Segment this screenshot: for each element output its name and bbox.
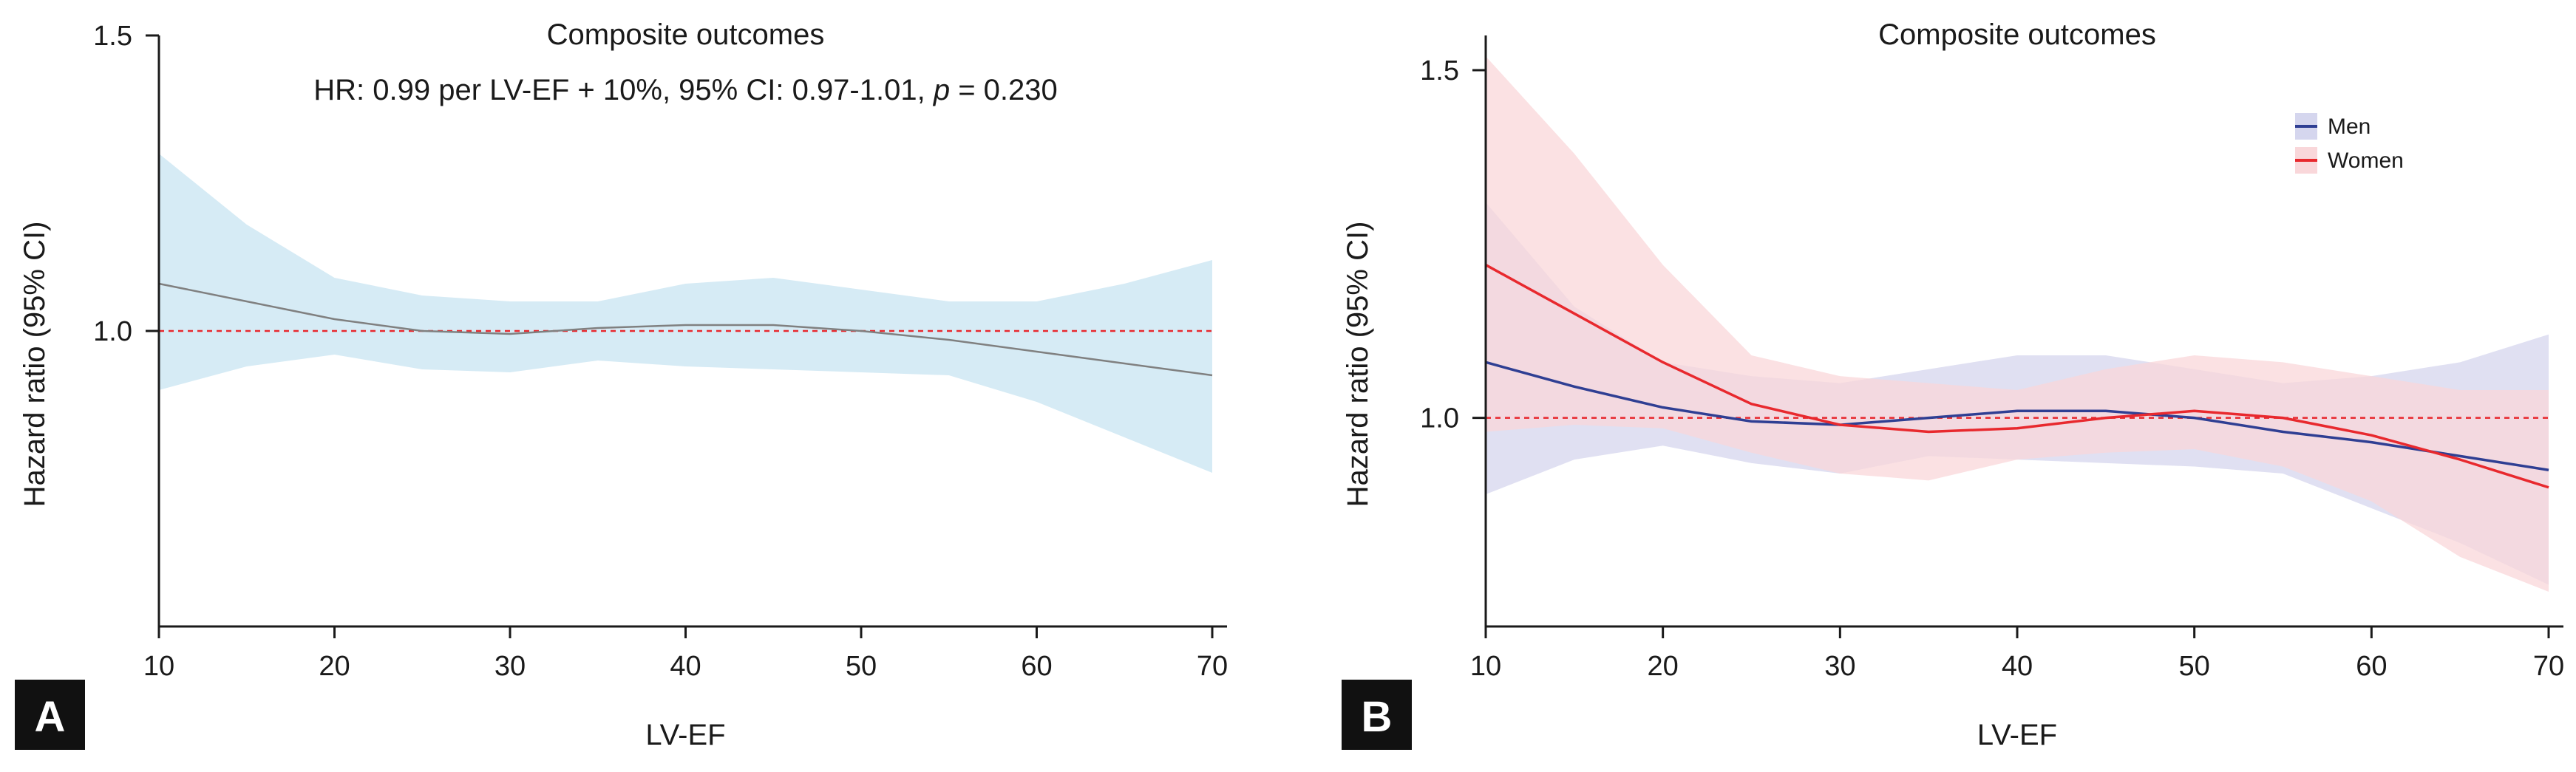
p-symbol: p	[933, 74, 950, 106]
x-tick-label: 30	[1824, 651, 1855, 682]
panel-letter: A	[35, 693, 66, 741]
x-tick-label: 30	[495, 651, 526, 682]
x-tick-label: 10	[143, 651, 174, 682]
x-axis-title: LV-EF	[1977, 719, 2057, 751]
y-tick-label: 1.5	[93, 21, 132, 52]
y-axis-title: Hazard ratio (95% CI)	[18, 222, 51, 508]
x-tick-label: 60	[2356, 651, 2387, 682]
x-tick-label: 10	[1470, 651, 1501, 682]
series-line-men	[1485, 361, 2549, 471]
x-tick-label: 60	[1021, 651, 1052, 682]
x-tick-label: 20	[1648, 651, 1679, 682]
x-tick-label: 20	[319, 651, 350, 682]
panel-b: 10 20 30 40 50 60 70 1.0 1.5 LV-EF Hazard ratio (9…	[1342, 18, 2564, 751]
y-tick-label: 1.5	[1420, 55, 1459, 86]
ci-band-women	[1486, 56, 2549, 592]
legend: Men Women	[2295, 113, 2404, 174]
y-tick-label: 1.0	[1420, 403, 1459, 434]
panel-letter: B	[1362, 693, 1393, 741]
y-tick-label: 1.0	[93, 316, 132, 347]
x-tick-label: 40	[670, 651, 701, 682]
panel-a: 10 20 30 40 50 60 70 1.0 1.5 LV-EF Hazard ratio (9…	[15, 18, 1228, 751]
legend-label-women: Women	[2328, 148, 2404, 173]
chart-title: Composite outcomes	[547, 18, 825, 51]
hr-annotation-text: HR: 0.99 per LV-EF + 10%, 95% CI: 0.97-1…	[313, 74, 934, 106]
chart-title: Composite outcomes	[1878, 18, 2156, 51]
y-axis-title: Hazard ratio (95% CI)	[1342, 222, 1374, 508]
x-tick-label: 70	[2533, 651, 2564, 682]
x-tick-label: 50	[846, 651, 877, 682]
panel-badge	[1342, 680, 1412, 750]
hr-annotation: HR: 0.99 per LV-EF + 10%, 95% CI: 0.97-1…	[313, 74, 1058, 106]
ci-band-overall	[159, 154, 1212, 473]
x-tick-label: 40	[2002, 651, 2033, 682]
series-line-women	[1485, 264, 2549, 489]
series-line-overall	[158, 282, 1213, 377]
p-value: = 0.230	[950, 74, 1058, 106]
legend-label-men: Men	[2328, 115, 2371, 139]
x-axis-title: LV-EF	[645, 719, 725, 751]
x-tick-label: 70	[1197, 651, 1228, 682]
panel-badge	[15, 680, 85, 750]
x-tick-label: 50	[2179, 651, 2210, 682]
